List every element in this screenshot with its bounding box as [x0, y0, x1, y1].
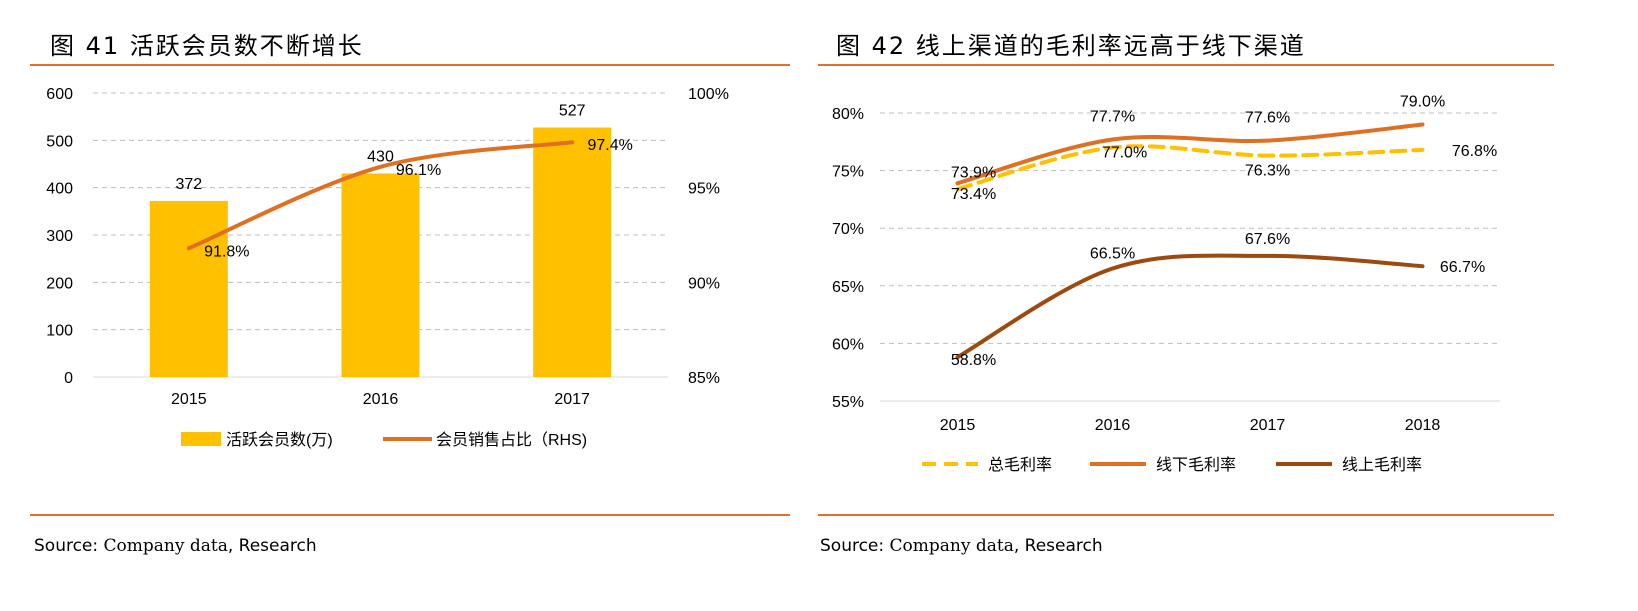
left-bottom-rule	[30, 514, 790, 516]
right-line-data-label: 58.8%	[951, 352, 996, 369]
right-line-data-label: 77.6%	[1245, 110, 1290, 127]
left-bar-data-label: 372	[175, 176, 202, 193]
left-y2-tick-label: 95%	[688, 181, 720, 198]
right-source: Source: Company data, Research	[820, 536, 1103, 556]
left-figure-title: 图 41 活跃会员数不断增长	[50, 32, 364, 60]
left-bar	[533, 127, 612, 377]
left-y-tick-label: 400	[46, 181, 73, 198]
right-line-data-label: 66.7%	[1440, 259, 1485, 276]
left-y2-tick-label: 85%	[688, 370, 720, 387]
left-y-tick-label: 600	[46, 86, 73, 103]
left-source-text: Company data	[103, 536, 228, 556]
left-source: Source: Company data, Research	[34, 536, 317, 556]
left-top-rule	[30, 64, 790, 66]
right-line-data-label: 73.9%	[951, 164, 996, 181]
right-line-data-label: 66.5%	[1090, 246, 1135, 263]
left-legend-bar-swatch	[181, 432, 221, 446]
right-line-data-label: 67.6%	[1245, 231, 1290, 248]
left-x-tick-label: 2017	[554, 391, 590, 408]
left-bar	[341, 173, 420, 377]
right-line-data-label: 73.4%	[951, 186, 996, 203]
left-bar	[149, 200, 228, 377]
left-x-tick-label: 2016	[363, 391, 399, 408]
left-y-tick-label: 200	[46, 275, 73, 292]
left-y-tick-label: 500	[46, 133, 73, 150]
right-line-data-label: 76.3%	[1245, 163, 1290, 180]
left-y-tick-label: 0	[64, 370, 73, 387]
right-x-tick-label: 2015	[940, 417, 976, 434]
right-top-rule	[818, 64, 1554, 66]
right-line-series	[955, 253, 1425, 360]
left-bar-data-label: 430	[367, 148, 394, 165]
left-legend-label: 活跃会员数(万)	[226, 431, 333, 449]
right-x-tick-label: 2018	[1405, 417, 1441, 434]
right-line-data-label: 77.0%	[1102, 145, 1147, 162]
left-line-data-label: 96.1%	[396, 162, 441, 179]
right-y-tick-label: 55%	[832, 394, 864, 411]
right-line-data-label: 79.0%	[1400, 94, 1445, 111]
right-y-tick-label: 60%	[832, 336, 864, 353]
right-x-tick-label: 2016	[1095, 417, 1131, 434]
right-source-suffix: , Research	[1013, 536, 1103, 556]
right-line-data-label: 76.8%	[1452, 143, 1497, 160]
left-y-tick-label: 100	[46, 323, 73, 340]
left-line-series	[186, 140, 575, 251]
left-y2-tick-label: 90%	[688, 275, 720, 292]
right-line-data-label: 77.7%	[1090, 108, 1135, 125]
right-y-tick-label: 80%	[832, 106, 864, 123]
left-legend-label: 会员销售占比（RHS)	[436, 431, 587, 449]
left-source-suffix: , Research	[227, 536, 317, 556]
right-line-series	[955, 144, 1425, 192]
right-y-tick-label: 70%	[832, 221, 864, 238]
left-source-label: Source:	[34, 536, 99, 556]
right-source-label: Source:	[820, 536, 885, 556]
right-y-tick-label: 65%	[832, 279, 864, 296]
left-line-data-label: 91.8%	[204, 243, 249, 260]
right-x-tick-label: 2017	[1250, 417, 1286, 434]
right-y-tick-label: 75%	[832, 164, 864, 181]
left-y-tick-label: 300	[46, 228, 73, 245]
left-bar-data-label: 527	[559, 103, 586, 120]
left-y2-tick-label: 100%	[688, 86, 729, 103]
right-bottom-rule	[818, 514, 1554, 516]
right-legend-label: 线下毛利率	[1156, 456, 1236, 474]
right-legend-label: 线上毛利率	[1342, 456, 1422, 474]
right-source-text: Company data	[889, 536, 1014, 556]
left-x-tick-label: 2015	[171, 391, 207, 408]
right-legend-label: 总毛利率	[988, 456, 1052, 474]
left-line-data-label: 97.4%	[587, 137, 632, 154]
right-figure-title: 图 42 线上渠道的毛利率远高于线下渠道	[836, 32, 1306, 60]
right-line-series	[955, 122, 1425, 186]
